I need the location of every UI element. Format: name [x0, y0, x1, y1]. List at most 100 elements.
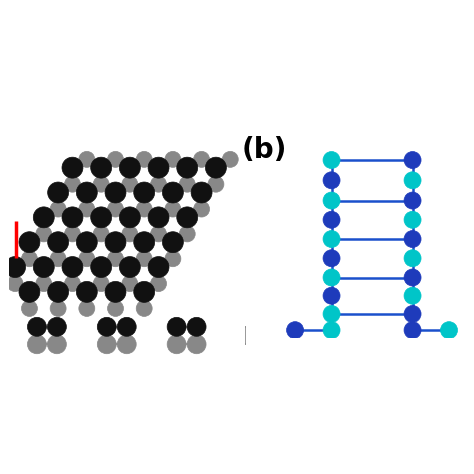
Circle shape — [148, 157, 169, 178]
Circle shape — [151, 275, 166, 292]
Circle shape — [163, 182, 183, 203]
Circle shape — [48, 282, 69, 302]
Circle shape — [122, 176, 138, 192]
Circle shape — [79, 201, 95, 217]
Circle shape — [119, 207, 140, 228]
Circle shape — [48, 182, 69, 203]
Circle shape — [151, 226, 166, 242]
Text: (b): (b) — [242, 136, 287, 164]
Circle shape — [134, 182, 155, 203]
Circle shape — [79, 251, 95, 267]
Circle shape — [404, 211, 421, 228]
Circle shape — [76, 232, 97, 253]
Circle shape — [136, 201, 152, 217]
Circle shape — [108, 201, 124, 217]
Circle shape — [91, 157, 112, 178]
Circle shape — [323, 152, 340, 169]
Circle shape — [27, 335, 46, 354]
Circle shape — [404, 305, 421, 322]
Circle shape — [64, 176, 81, 192]
Circle shape — [187, 335, 206, 354]
Circle shape — [404, 287, 421, 304]
Circle shape — [19, 232, 40, 253]
Circle shape — [117, 317, 136, 336]
Circle shape — [404, 269, 421, 286]
Circle shape — [62, 157, 83, 178]
Circle shape — [79, 301, 95, 317]
Circle shape — [21, 301, 37, 317]
Circle shape — [47, 317, 66, 336]
Circle shape — [167, 335, 186, 354]
Circle shape — [21, 251, 37, 267]
Circle shape — [62, 207, 83, 228]
Circle shape — [323, 230, 340, 247]
Circle shape — [7, 275, 23, 292]
Circle shape — [5, 256, 26, 277]
Circle shape — [404, 152, 421, 169]
Circle shape — [93, 176, 109, 192]
Circle shape — [323, 305, 340, 322]
Circle shape — [165, 201, 181, 217]
Circle shape — [33, 207, 54, 228]
Circle shape — [404, 250, 421, 267]
Circle shape — [287, 322, 303, 338]
Circle shape — [148, 207, 169, 228]
Circle shape — [179, 176, 195, 192]
Circle shape — [205, 157, 227, 178]
Circle shape — [134, 282, 155, 302]
Circle shape — [79, 151, 95, 167]
Circle shape — [193, 201, 210, 217]
Circle shape — [97, 317, 116, 336]
Circle shape — [19, 282, 40, 302]
Circle shape — [119, 256, 140, 277]
Circle shape — [105, 232, 126, 253]
Circle shape — [50, 251, 66, 267]
Circle shape — [191, 182, 212, 203]
Circle shape — [163, 232, 183, 253]
Circle shape — [323, 172, 340, 189]
Circle shape — [108, 301, 124, 317]
Circle shape — [117, 335, 136, 354]
Circle shape — [151, 176, 166, 192]
Circle shape — [323, 322, 340, 338]
Circle shape — [36, 226, 52, 242]
Circle shape — [187, 317, 206, 336]
Circle shape — [47, 335, 66, 354]
Circle shape — [93, 275, 109, 292]
Circle shape — [27, 317, 46, 336]
Circle shape — [122, 275, 138, 292]
Circle shape — [134, 232, 155, 253]
Circle shape — [36, 275, 52, 292]
Circle shape — [64, 226, 81, 242]
Circle shape — [76, 182, 97, 203]
Circle shape — [91, 256, 112, 277]
Circle shape — [193, 151, 210, 167]
Circle shape — [323, 269, 340, 286]
Circle shape — [93, 226, 109, 242]
Circle shape — [136, 151, 152, 167]
Circle shape — [76, 282, 97, 302]
Circle shape — [165, 251, 181, 267]
Circle shape — [62, 256, 83, 277]
Circle shape — [64, 275, 81, 292]
Circle shape — [404, 230, 421, 247]
Circle shape — [165, 151, 181, 167]
Circle shape — [108, 251, 124, 267]
Circle shape — [136, 301, 152, 317]
Circle shape — [91, 207, 112, 228]
Circle shape — [108, 151, 124, 167]
Circle shape — [323, 211, 340, 228]
Circle shape — [177, 207, 198, 228]
Circle shape — [33, 256, 54, 277]
Circle shape — [97, 335, 116, 354]
Circle shape — [177, 157, 198, 178]
Circle shape — [50, 201, 66, 217]
Circle shape — [323, 250, 340, 267]
Circle shape — [440, 322, 457, 338]
Circle shape — [179, 226, 195, 242]
Circle shape — [404, 172, 421, 189]
Circle shape — [105, 282, 126, 302]
Circle shape — [323, 192, 340, 209]
Circle shape — [222, 151, 238, 167]
Circle shape — [404, 192, 421, 209]
